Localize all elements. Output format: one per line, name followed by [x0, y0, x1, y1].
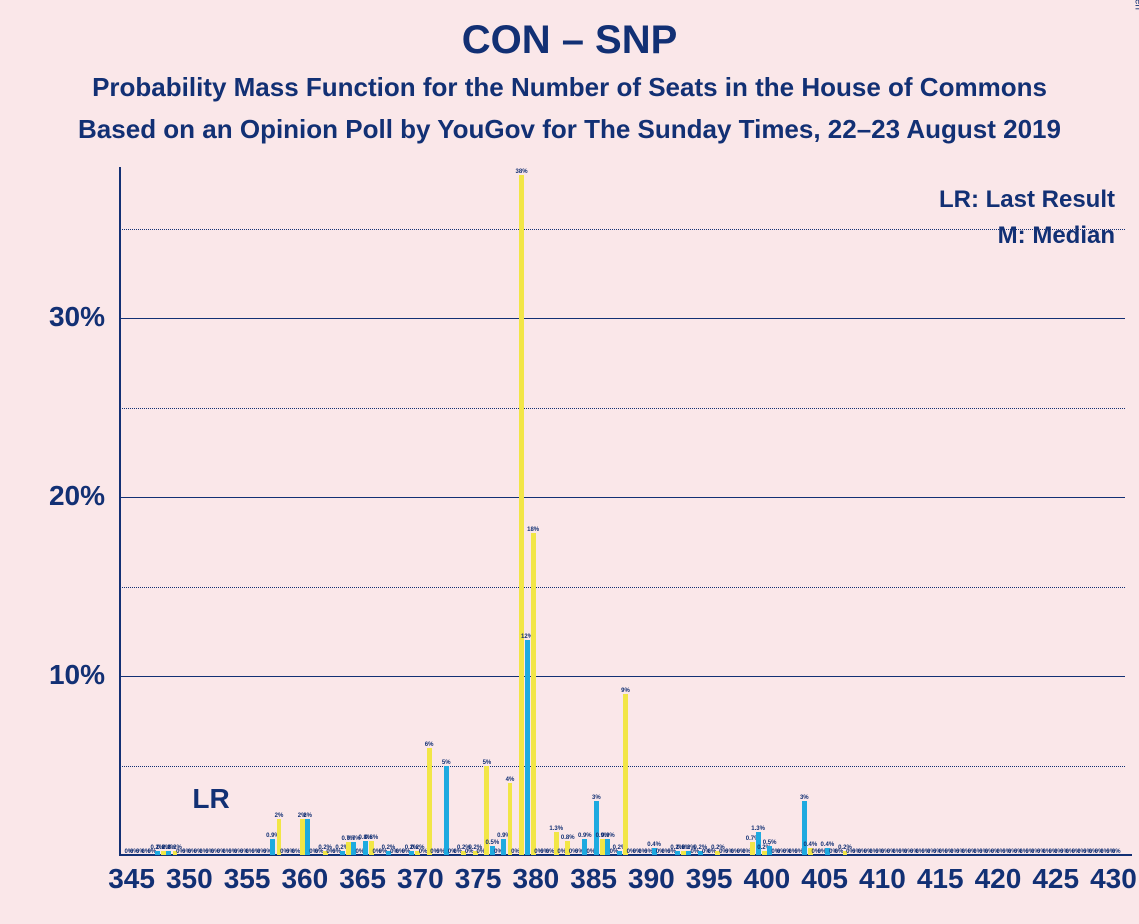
gridline: [120, 229, 1125, 230]
lr-marker: LR: [192, 783, 229, 815]
bar-series-b: 1.3%: [756, 832, 761, 855]
bar-series-b: 0.8%: [363, 841, 368, 855]
bar-value-label: 3%: [592, 795, 601, 801]
bar-series-a: 0.9%: [600, 839, 605, 855]
xtick-label: 375: [448, 863, 508, 895]
bar-series-b: 0.2%: [166, 851, 171, 855]
bar-series-a: 0.2%: [161, 851, 166, 855]
bar-series-a: 38%: [519, 175, 524, 855]
bar-value-label: 2%: [303, 813, 312, 819]
bar-series-b: 5%: [444, 766, 449, 855]
xtick-label: 430: [1083, 863, 1139, 895]
bar-value-label: 18%: [527, 527, 539, 533]
bar-series-a: 6%: [427, 748, 432, 855]
xtick-label: 420: [968, 863, 1028, 895]
bar-value-label: 6%: [425, 742, 434, 748]
xtick-label: 380: [506, 863, 566, 895]
pmf-chart: CON – SNP Probability Mass Function for …: [0, 0, 1139, 924]
chart-title-main: CON – SNP: [0, 18, 1139, 63]
bar-series-a: 0.7%: [750, 842, 755, 855]
xtick-label: 390: [621, 863, 681, 895]
bar-value-label: 1.3%: [549, 826, 563, 832]
xtick-label: 385: [564, 863, 624, 895]
bar-value-label: 0.5%: [763, 840, 777, 846]
xtick-label: 395: [679, 863, 739, 895]
bar-value-label: 1.3%: [751, 826, 765, 832]
bar-value-label: 3%: [800, 795, 809, 801]
bar-series-a: 2%: [300, 819, 305, 855]
bar-series-a: 9%: [623, 694, 628, 855]
bar-value-label: 0.8%: [561, 835, 575, 841]
gridline: [120, 587, 1125, 588]
bar-value-label: 0.5%: [486, 840, 500, 846]
bar-series-a: 18%: [531, 533, 536, 855]
ytick-label: 20%: [5, 480, 105, 512]
bar-series-b: 0.2%: [155, 851, 160, 855]
xtick-label: 350: [159, 863, 219, 895]
bar-series-a: 0.7%: [346, 842, 351, 855]
ytick-label: 10%: [5, 659, 105, 691]
xtick-label: 345: [102, 863, 162, 895]
bar-value-label: 2%: [275, 813, 284, 819]
ytick-label: 30%: [5, 301, 105, 333]
xtick-label: 355: [217, 863, 277, 895]
chart-title-sub1: Probability Mass Function for the Number…: [0, 72, 1139, 103]
bar-series-b: 12%: [525, 640, 530, 855]
chart-title-sub2: Based on an Opinion Poll by YouGov for T…: [0, 114, 1139, 145]
xtick-label: 410: [852, 863, 912, 895]
bar-value-label: 5%: [483, 760, 492, 766]
bar-series-b: 0.2%: [409, 851, 414, 855]
bar-value-label: 0.4%: [647, 842, 661, 848]
bar-value-label: 38%: [516, 169, 528, 175]
bar-value-label: 0.8%: [365, 835, 379, 841]
xtick-label: 405: [795, 863, 855, 895]
xtick-label: 425: [1026, 863, 1086, 895]
bar-series-a: 4%: [508, 783, 513, 855]
xtick-label: 415: [910, 863, 970, 895]
bar-value-label: 0%: [1112, 849, 1121, 855]
gridline: [120, 676, 1125, 677]
gridline: [120, 497, 1125, 498]
bar-series-b: 0.9%: [270, 839, 275, 855]
bar-value-label: 0.9%: [601, 833, 615, 839]
plot-area: 10%20%30%3453503553603653703753803853903…: [120, 175, 1125, 855]
copyright-text: © 2019 Filip van Laenen: [1133, 0, 1139, 10]
bar-series-b: 0.2%: [675, 851, 680, 855]
bar-value-label: 0.9%: [578, 833, 592, 839]
bar-series-b: 0.9%: [501, 839, 506, 855]
xtick-label: 400: [737, 863, 797, 895]
bar-value-label: 4%: [506, 777, 515, 783]
xtick-label: 360: [275, 863, 335, 895]
bar-value-label: 0.4%: [804, 842, 818, 848]
bar-value-label: 9%: [621, 688, 630, 694]
bar-series-a: 0.2%: [762, 851, 767, 855]
xtick-label: 370: [390, 863, 450, 895]
bar-series-b: 3%: [594, 801, 599, 855]
y-axis: [119, 167, 121, 855]
gridline: [120, 408, 1125, 409]
bar-series-b: 0.2%: [617, 851, 622, 855]
xtick-label: 365: [333, 863, 393, 895]
bar-value-label: 5%: [442, 760, 451, 766]
bar-value-label: 0.4%: [821, 842, 835, 848]
bar-series-a: 0.2%: [681, 851, 686, 855]
gridline: [120, 318, 1125, 319]
bar-series-b: 0.2%: [340, 851, 345, 855]
